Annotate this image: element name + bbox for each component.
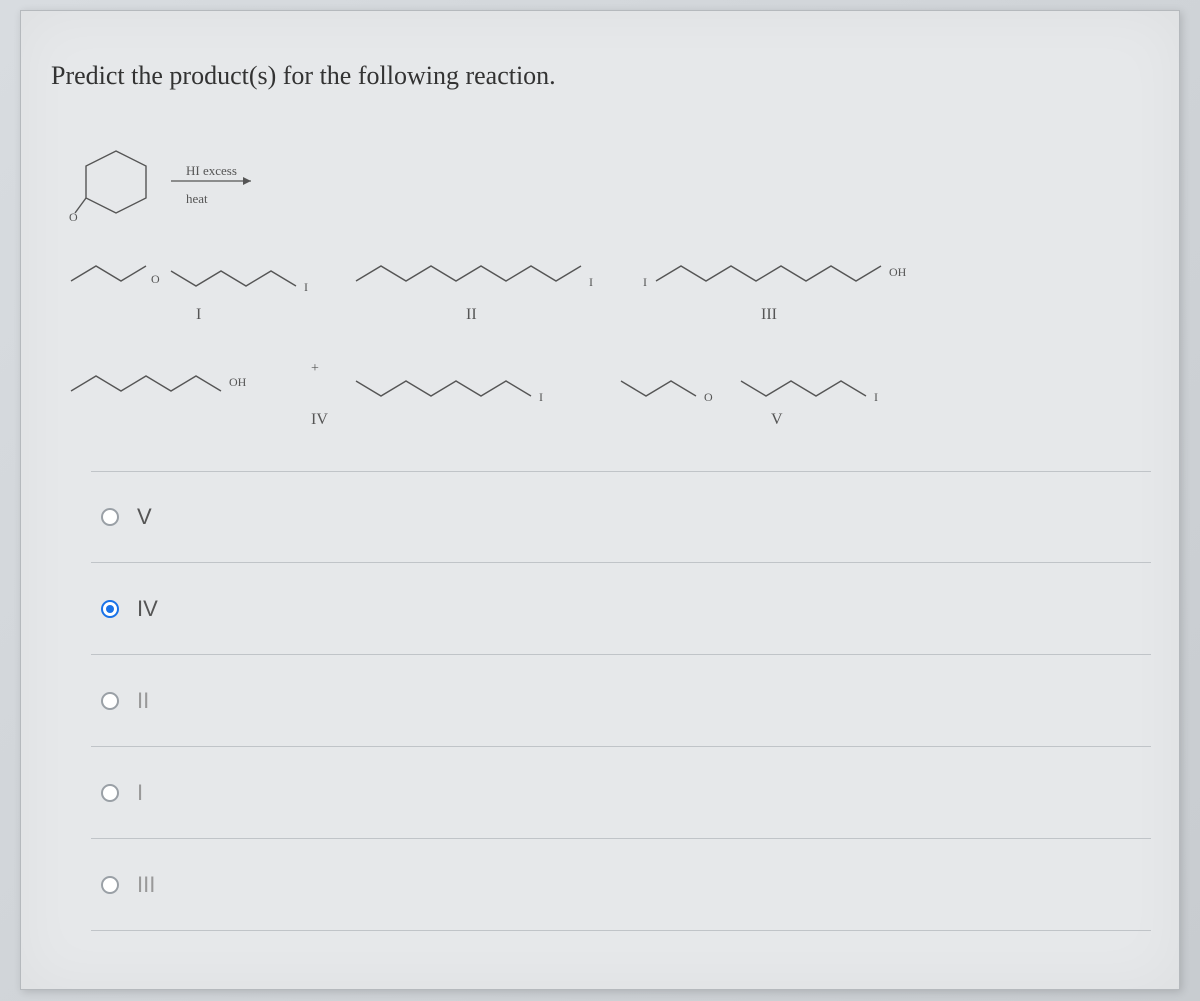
radio-icon[interactable] bbox=[101, 876, 119, 894]
radio-icon[interactable] bbox=[101, 784, 119, 802]
plus-sign: + bbox=[311, 361, 319, 377]
label-III: III bbox=[761, 306, 777, 324]
question-text: Predict the product(s) for the following… bbox=[51, 61, 556, 91]
starting-material: O bbox=[61, 131, 301, 241]
svg-text:I: I bbox=[304, 280, 308, 294]
structure-V: O I bbox=[611, 356, 911, 416]
question-card: Predict the product(s) for the following… bbox=[20, 10, 1180, 990]
label-V: V bbox=[771, 411, 783, 429]
svg-text:O: O bbox=[151, 272, 160, 286]
option-label: IV bbox=[137, 596, 158, 622]
structure-I: O I bbox=[61, 251, 331, 311]
svg-text:I: I bbox=[643, 275, 647, 289]
svg-text:I: I bbox=[874, 390, 878, 404]
option-IV[interactable]: IV bbox=[91, 563, 1151, 655]
structure-IVb: I bbox=[346, 356, 566, 416]
label-II: II bbox=[466, 306, 477, 324]
reagent-top: HI excess bbox=[186, 163, 237, 179]
option-V[interactable]: V bbox=[91, 471, 1151, 563]
structure-III: I OH bbox=[641, 251, 931, 311]
svg-text:OH: OH bbox=[229, 375, 247, 389]
structure-II: I bbox=[346, 251, 616, 311]
label-I: I bbox=[196, 306, 201, 324]
option-II[interactable]: II bbox=[91, 655, 1151, 747]
option-I[interactable]: I bbox=[91, 747, 1151, 839]
radio-icon[interactable] bbox=[101, 692, 119, 710]
oxygen-label: O bbox=[69, 210, 78, 224]
svg-text:OH: OH bbox=[889, 265, 907, 279]
svg-text:I: I bbox=[539, 390, 543, 404]
option-label: II bbox=[137, 688, 149, 714]
structure-IV: OH bbox=[61, 356, 261, 416]
option-label: V bbox=[137, 504, 152, 530]
option-label: III bbox=[137, 872, 155, 898]
svg-text:I: I bbox=[589, 275, 593, 289]
label-IV: IV bbox=[311, 411, 328, 429]
option-label: I bbox=[137, 780, 143, 806]
radio-icon[interactable] bbox=[101, 508, 119, 526]
reagent-bottom: heat bbox=[186, 191, 208, 207]
option-III[interactable]: III bbox=[91, 839, 1151, 931]
reaction-diagram: O HI excess heat O I I I II I OH III bbox=[51, 121, 1051, 451]
svg-text:O: O bbox=[704, 390, 713, 404]
answer-options: V IV II I III bbox=[91, 471, 1151, 931]
radio-icon[interactable] bbox=[101, 600, 119, 618]
